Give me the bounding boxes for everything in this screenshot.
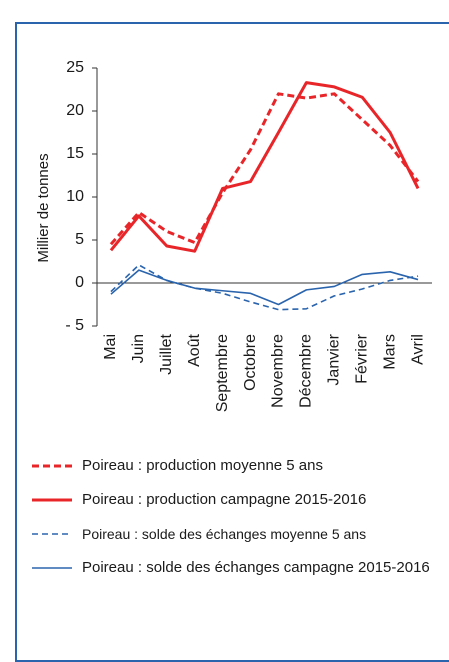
page: Millier de tonnes - 5 0 5 10 15 20 25 Mai Juin Ju… [15, 22, 449, 662]
x-tick-label: Août [186, 333, 203, 366]
x-tick-label: Février [353, 333, 370, 383]
series-line [109, 81, 420, 253]
y-tick-label: 10 [66, 188, 84, 205]
legend-swatch [32, 533, 72, 535]
x-tick-label: Janvier [326, 333, 343, 385]
series-line [110, 269, 419, 306]
x-tick-label: Mars [381, 334, 398, 370]
y-tick-label: 25 [66, 59, 84, 76]
legend-swatch [32, 498, 72, 502]
series-line [109, 92, 420, 246]
y-tick-label: 20 [66, 102, 84, 119]
legend-item: Poireau : solde des échanges campagne 20… [30, 558, 448, 578]
legend-label: Poireau : solde des échanges campagne 20… [82, 559, 430, 576]
legend-item: Poireau : production campagne 2015-2016 [30, 490, 448, 510]
y-tick-label: - 5 [65, 317, 84, 334]
chart: Millier de tonnes - 5 0 5 10 15 20 25 Mai Juin Ju… [35, 59, 432, 412]
x-tick-label: Avril [409, 334, 426, 365]
y-tick-label: 15 [66, 145, 84, 162]
legend-label: Poireau : production campagne 2015-2016 [82, 491, 367, 508]
y-tick-label: 5 [75, 231, 84, 248]
legend-label: Poireau : production moyenne 5 ans [82, 457, 323, 474]
x-tick-label: Septembre [214, 334, 231, 412]
x-tick-label: Mai [102, 334, 119, 360]
legend-swatch [32, 567, 72, 569]
legend-swatch [32, 464, 72, 468]
x-tick-label: Juin [130, 334, 147, 363]
x-tick-label: Novembre [270, 334, 287, 408]
x-tick-label: Octobre [242, 334, 259, 391]
y-tick-label: 0 [75, 274, 84, 291]
legend-item: Poireau : production moyenne 5 ans [30, 456, 448, 476]
y-axis-title: Millier de tonnes [35, 153, 52, 262]
x-tick-label: Juillet [158, 333, 175, 374]
legend: Poireau : production moyenne 5 ans Poirea… [30, 456, 448, 592]
legend-item: Poireau : solde des échanges moyenne 5 a… [30, 524, 448, 544]
legend-label: Poireau : solde des échanges moyenne 5 a… [82, 526, 367, 542]
series-line [110, 264, 419, 311]
x-tick-label: Décembre [298, 334, 315, 408]
